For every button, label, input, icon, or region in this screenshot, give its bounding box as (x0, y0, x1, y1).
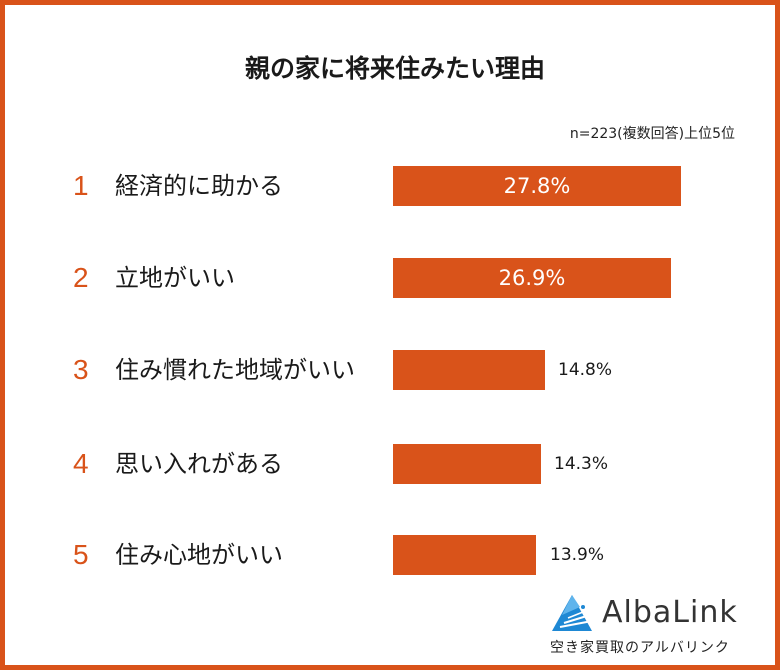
category-label: 住み慣れた地域がいい (115, 356, 355, 384)
bar-row-1: 1 経済的に助かる 27.8% (5, 166, 780, 206)
category-label: 立地がいい (115, 264, 235, 292)
rank-number: 5 (73, 539, 89, 570)
bar (393, 444, 541, 484)
bar-row-4: 4 思い入れがある 14.3% (5, 444, 780, 484)
bar-row-5: 5 住み心地がいい 13.9% (5, 535, 780, 575)
bar-value: 27.8% (503, 174, 571, 198)
bar: 27.8% (393, 166, 681, 206)
bar-value: 14.8% (558, 360, 613, 380)
logo-tagline: 空き家買取のアルバリンク (550, 640, 730, 656)
bar (393, 350, 545, 390)
category-label: 思い入れがある (115, 450, 283, 478)
bar-row-3: 3 住み慣れた地域がいい 14.8% (5, 350, 780, 390)
bar-value: 14.3% (554, 454, 609, 474)
bar-value: 13.9% (550, 545, 605, 565)
rank-number: 2 (73, 262, 89, 293)
rank-number: 4 (73, 448, 89, 479)
albalink-logo: AlbaLink 空き家買取のアルバリンク (550, 593, 750, 663)
logo-name: AlbaLink (602, 595, 738, 630)
rank-number: 1 (73, 170, 89, 201)
sample-note: n=223(複数回答)上位5位 (569, 126, 735, 142)
bar-value: 26.9% (498, 266, 566, 290)
category-label: 住み心地がいい (115, 541, 283, 569)
category-label: 経済的に助かる (115, 172, 283, 200)
chart-title: 親の家に将来住みたい理由 (244, 54, 545, 83)
triangle-logo-icon (552, 595, 593, 631)
bar-row-2: 2 立地がいい 26.9% (5, 258, 780, 298)
bar: 26.9% (393, 258, 671, 298)
bar (393, 535, 536, 575)
rank-number: 3 (73, 354, 89, 385)
